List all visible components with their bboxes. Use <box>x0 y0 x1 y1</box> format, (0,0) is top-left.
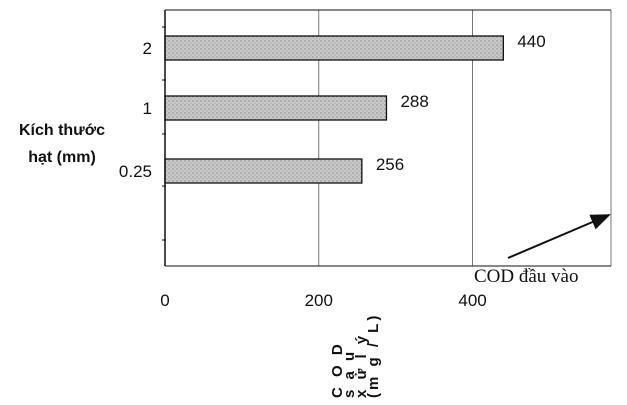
bar-1 <box>164 95 388 121</box>
y-tick-labels: 210.25 <box>119 39 152 181</box>
y-axis-ticks <box>162 26 166 241</box>
x-axis-label: C O D s a u x ử l ý (m g / L) <box>329 313 382 398</box>
x-axis-label-line-3: x ử l ý <box>353 333 370 398</box>
data-labels: 440 288 256 <box>376 32 546 174</box>
x-tick-label-2: 400 <box>458 291 486 310</box>
annotation-arrow <box>507 214 611 259</box>
y-tick-label-2: 0.25 <box>119 162 152 181</box>
annotation-label: COD đầu vào <box>474 266 578 287</box>
x-axis-label-line-2: s a u <box>341 349 358 398</box>
x-tick-label-1: 200 <box>305 291 333 310</box>
x-tick-label-0: 0 <box>160 291 169 310</box>
y-axis-label-line-2: hạt (mm) <box>28 149 96 166</box>
bar-2 <box>164 158 363 184</box>
x-axis-label-line-1: C O D <box>329 341 346 398</box>
x-axis-label-line-4: (m g / L) <box>365 313 382 398</box>
data-label-2: 256 <box>376 155 404 174</box>
y-tick-label-1: 1 <box>143 99 152 118</box>
data-label-1: 288 <box>400 92 428 111</box>
x-tick-labels: 0 200 400 <box>160 291 487 310</box>
y-axis-label-line-1: Kích thước <box>19 122 105 139</box>
bar-0 <box>164 35 504 61</box>
y-tick-label-0: 2 <box>143 39 152 58</box>
bars <box>164 35 504 184</box>
data-label-0: 440 <box>517 32 545 51</box>
